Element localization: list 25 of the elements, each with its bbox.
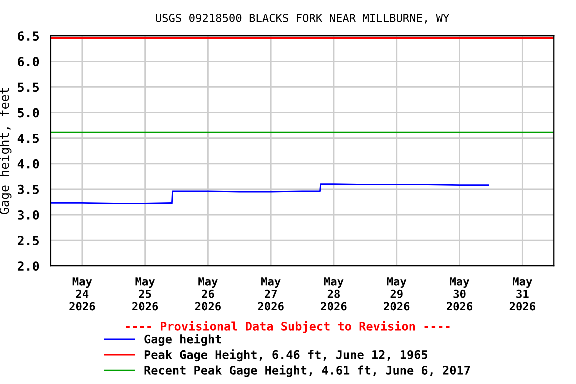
x-tick-label: May 28 2026 <box>321 278 347 311</box>
x-tick-label: May 24 2026 <box>70 278 96 311</box>
chart-title: USGS 09218500 BLACKS FORK NEAR MILLBURNE, WY <box>156 14 450 24</box>
x-tick-label: May 31 2026 <box>510 278 536 311</box>
y-tick-label: 4.5 <box>18 134 40 144</box>
legend-label: Peak Gage Height, 6.46 ft, June 12, 1965 <box>144 350 428 362</box>
y-tick-label: 3.0 <box>18 210 40 220</box>
x-tick-label: May 29 2026 <box>384 278 410 311</box>
legend-label: Gage height <box>144 334 222 346</box>
text: ---- Provisional Data Subject to Revision ---- <box>126 321 450 334</box>
x-tick-label: May 26 2026 <box>195 278 221 311</box>
y-tick-label: 6.5 <box>18 32 40 42</box>
x-tick-label: May 30 2026 <box>447 278 473 311</box>
y-tick-label: 5.5 <box>18 82 40 92</box>
x-tick-label: May 27 2026 <box>258 278 284 311</box>
x-tick-label: May 25 2026 <box>132 278 158 311</box>
y-tick-label: 6.0 <box>18 57 40 67</box>
y-tick-label: 2.5 <box>18 236 40 246</box>
y-tick-label: 5.0 <box>18 108 40 118</box>
y-tick-label: 3.5 <box>18 184 40 194</box>
legend-label: Recent Peak Gage Height, 4.61 ft, June 6, 2017 <box>144 365 470 378</box>
y-tick-label: 4.0 <box>18 159 40 169</box>
y-tick-label: 2.0 <box>18 262 40 272</box>
line-series <box>50 184 490 204</box>
y-axis-title: Gage height, feet <box>0 88 12 214</box>
